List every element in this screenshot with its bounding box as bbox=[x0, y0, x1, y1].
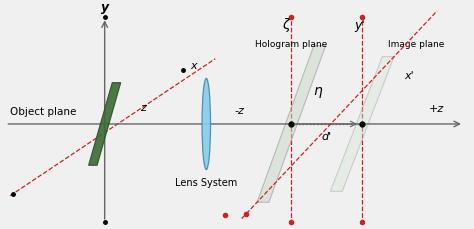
Text: -z: -z bbox=[235, 106, 244, 116]
Text: y': y' bbox=[355, 19, 365, 32]
Polygon shape bbox=[257, 46, 326, 202]
Polygon shape bbox=[89, 83, 121, 166]
Text: d': d' bbox=[322, 132, 332, 142]
Ellipse shape bbox=[202, 79, 210, 170]
Text: z: z bbox=[140, 102, 146, 112]
Text: $\zeta$: $\zeta$ bbox=[282, 16, 292, 34]
Text: Object plane: Object plane bbox=[10, 106, 76, 116]
Text: y: y bbox=[100, 1, 109, 14]
Text: $\eta$: $\eta$ bbox=[313, 84, 323, 99]
Text: +z: +z bbox=[428, 104, 444, 113]
Text: x': x' bbox=[405, 71, 414, 81]
Text: Image plane: Image plane bbox=[388, 40, 445, 49]
Polygon shape bbox=[330, 57, 394, 191]
Text: Lens System: Lens System bbox=[175, 177, 237, 187]
Text: x: x bbox=[190, 61, 197, 71]
Text: Hologram plane: Hologram plane bbox=[255, 40, 328, 49]
